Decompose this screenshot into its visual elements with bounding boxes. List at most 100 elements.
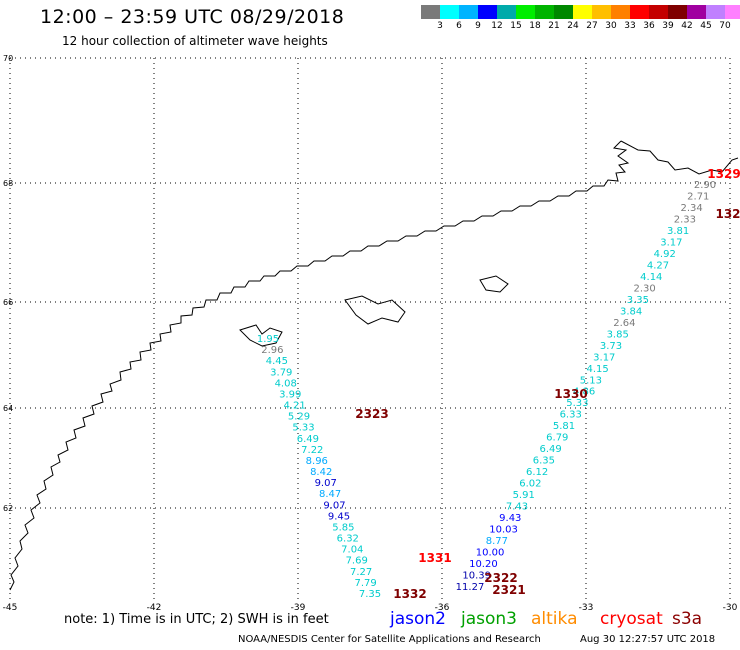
wave-height-value: 4.21 [283,401,305,412]
color-scale-tick: 30 [605,21,617,31]
track-west: 1.952.964.453.794.083.994.215.295.336.49… [257,334,381,600]
wave-height-value: 4.14 [640,272,662,283]
pass-time-label: 132 [715,207,740,221]
pass-time-label: 2322 [484,571,517,585]
color-scale-swatch [440,5,459,19]
color-scale-tick: 45 [700,21,712,31]
wave-height-value: 11.27 [456,582,485,593]
wave-height-value: 7.69 [346,556,368,567]
lon-tick-label: -42 [147,603,162,613]
color-scale-swatch [668,5,687,19]
wave-height-value: 8.96 [306,456,328,467]
wave-height-value: 3.81 [667,226,689,237]
pass-time-label: 1330 [554,387,587,401]
color-scale-swatch [725,5,740,19]
color-scale-swatch [630,5,649,19]
wave-height-value: 6.33 [560,410,582,421]
color-scale-tick: 24 [567,21,579,31]
wave-height-value: 4.45 [266,356,288,367]
color-scale-tick: 6 [456,21,462,31]
color-scale-bar [421,5,740,19]
wave-height-value: 4.15 [586,364,608,375]
wave-height-value: 10.03 [489,525,518,536]
lat-tick-label: 66 [3,298,13,307]
wave-height-value: 2.30 [633,283,655,294]
wave-height-value: 9.45 [328,511,350,522]
track-east: 2.902.712.342.333.813.174.924.274.142.30… [456,180,716,593]
wave-height-value: 3.79 [270,367,292,378]
satellite-legend-s3a: s3a [672,609,703,629]
lat-tick-label: 68 [3,179,13,188]
page-subtitle: 12 hour collection of altimeter wave hei… [62,34,328,48]
wave-height-value: 3.85 [607,329,629,340]
lat-tick-label: 64 [3,404,13,413]
wave-height-value: 3.17 [593,352,615,363]
wave-height-value: 6.12 [526,467,548,478]
color-scale-tick: 33 [624,21,636,31]
wave-height-value: 6.79 [546,433,568,444]
wave-height-value: 9.07 [323,500,345,511]
lat-tick-label: 70 [3,54,13,63]
wave-height-value: 8.42 [310,467,332,478]
lon-tick-label: -39 [291,603,306,613]
color-scale-swatch [554,5,573,19]
color-scale-swatch [573,5,592,19]
wave-height-value: 10.00 [476,548,505,559]
altimeter-tracks: 2.902.712.342.333.813.174.924.274.142.30… [257,180,716,600]
wave-height-value: 2.33 [674,215,696,226]
wave-height-value: 8.77 [486,536,508,547]
color-scale-tick: 42 [681,21,693,31]
color-scale-swatch [687,5,706,19]
pass-time-label: 2321 [492,583,525,597]
coast-fjord-b [344,295,406,325]
color-scale-swatch [497,5,516,19]
color-scale-tick: 36 [643,21,655,31]
greenland-coastline [9,140,739,591]
color-scale-swatch [649,5,668,19]
wave-height-value: 2.34 [680,203,702,214]
map-graticule: -45 -42 -39 -36 -33 -30 70 68 66 64 62 [3,54,738,613]
pass-time-label: 1332 [393,587,426,601]
wave-height-value: 5.33 [566,398,588,409]
wave-height-value: 5.13 [580,375,602,386]
wave-height-value: 7.43 [506,502,528,513]
wave-height-value: 5.81 [553,421,575,432]
wave-height-value: 7.22 [301,445,323,456]
wave-height-value: 6.32 [337,534,359,545]
color-scale-tick: 12 [491,21,503,31]
page-title: 12:00 – 23:59 UTC 08/29/2018 [40,6,345,28]
wave-height-value: 2.90 [694,180,716,191]
wave-height-value: 5.91 [513,490,535,501]
color-scale-swatch [535,5,554,19]
color-scale-tick: 15 [510,21,522,31]
wave-height-value: 3.99 [279,389,301,400]
satellite-legend-altika: altika [531,609,578,629]
color-scale-swatch [421,5,440,19]
coast-fjord-c [479,275,509,293]
pass-time-label: 2323 [355,407,388,421]
lon-tick-label: -30 [723,603,738,613]
wave-height-value: 3.17 [660,237,682,248]
wave-height-value: 7.27 [350,567,372,578]
wave-height-value: 6.02 [519,479,541,490]
wave-height-value: 6.49 [539,444,561,455]
color-scale-swatch [706,5,725,19]
lat-tick-label: 62 [3,504,13,513]
color-scale-swatch [459,5,478,19]
color-scale-swatch [592,5,611,19]
wave-height-value: 10.39 [462,571,491,582]
wave-height-value: 4.92 [654,249,676,260]
generation-timestamp: Aug 30 12:27:57 UTC 2018 [580,634,716,645]
wave-height-value: 2.96 [261,345,283,356]
wave-height-value: 9.43 [499,513,521,524]
wave-height-value: 3.73 [600,341,622,352]
wave-height-value: 2.71 [687,192,709,203]
wave-height-value: 7.04 [341,545,363,556]
satellite-legend-jason3: jason3 [461,609,517,629]
pass-time-label: 1331 [418,551,451,565]
lon-tick-label: -45 [3,603,18,613]
color-scale-tick: 18 [529,21,541,31]
wave-height-value: 3.35 [627,295,649,306]
